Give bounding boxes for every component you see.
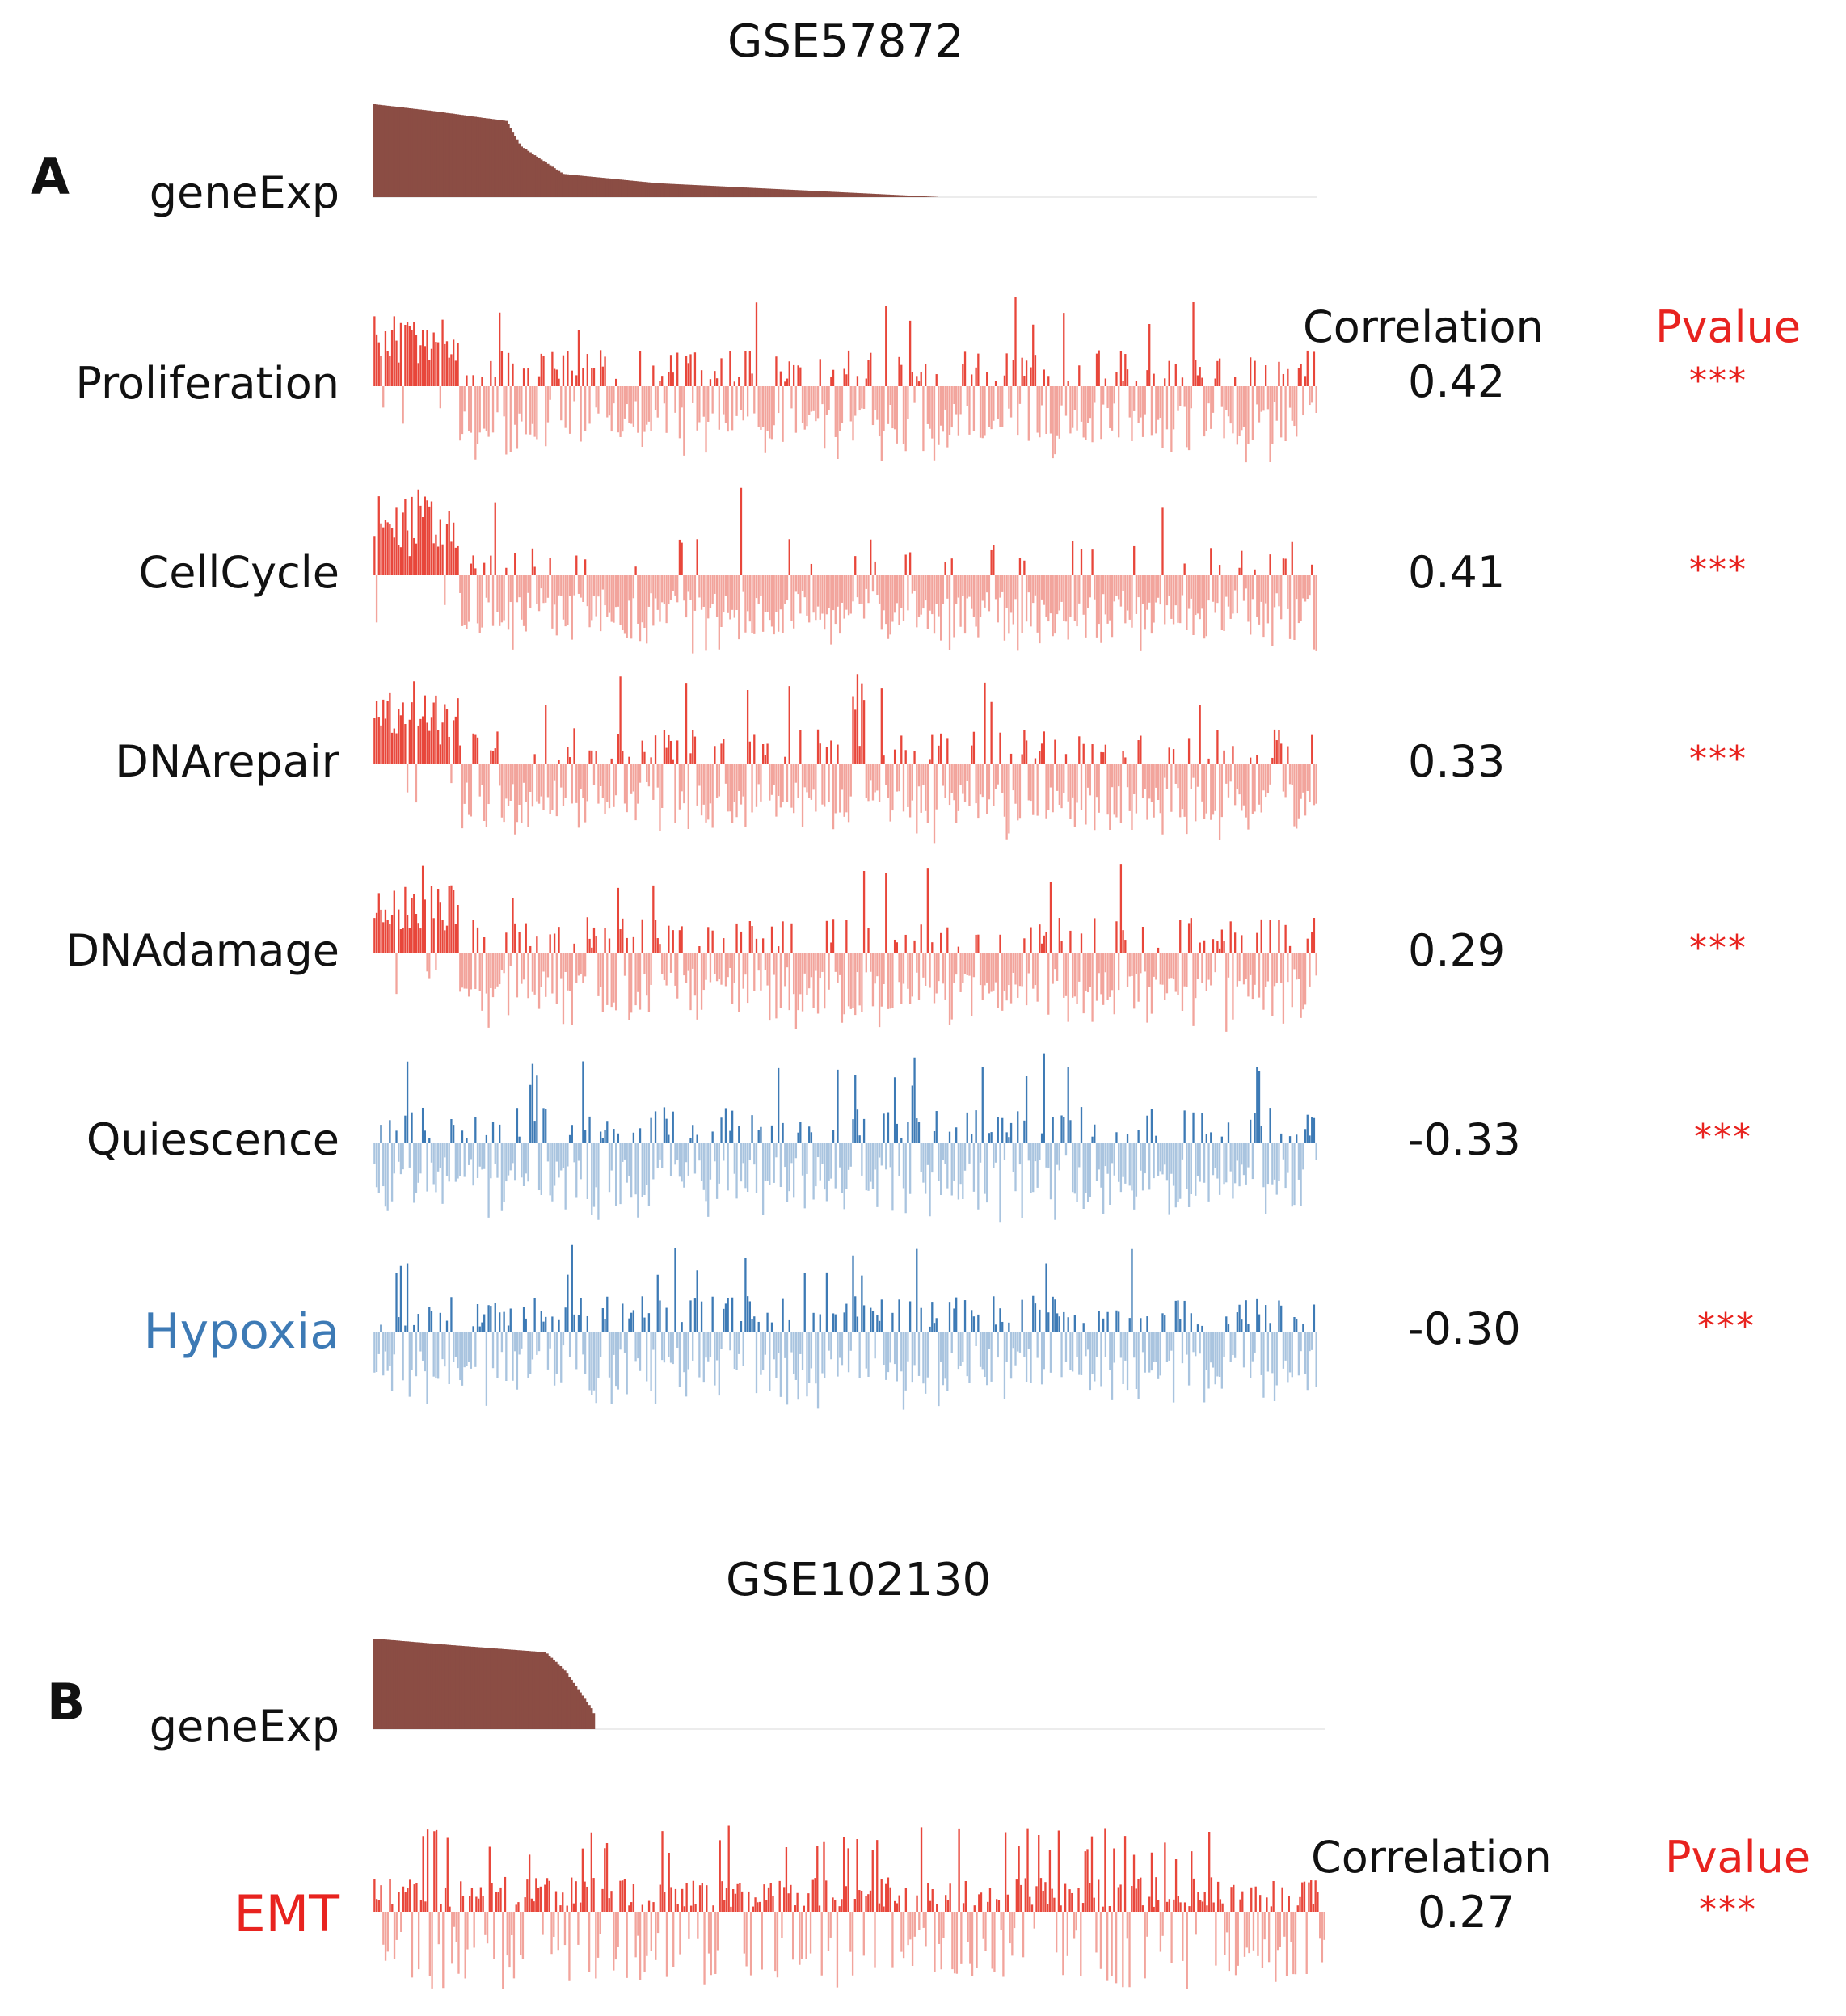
row-label-dnarepair: DNArepair: [115, 736, 339, 787]
correlation-emt: 0.27: [1418, 1887, 1515, 1938]
pvalue-stars-hypoxia: ***: [1697, 1306, 1755, 1347]
pvalue-stars-quiescence: ***: [1694, 1117, 1752, 1158]
panel-a-correlation-header: Correlation: [1303, 301, 1544, 352]
row-label-emt: EMT: [234, 1884, 339, 1943]
row-label-proliferation: Proliferation: [75, 358, 339, 409]
pvalue-stars-dnadamage: ***: [1689, 928, 1747, 969]
panel-b-title: GSE102130: [726, 1554, 992, 1606]
correlation-hypoxia: -0.30: [1408, 1303, 1521, 1354]
pvalue-stars-emt: ***: [1699, 1889, 1757, 1930]
row-label-dnadamage: DNAdamage: [65, 925, 339, 976]
panel-b-letter: B: [47, 1673, 86, 1732]
row-label-hypoxia: Hypoxia: [143, 1303, 339, 1360]
pvalue-stars-proliferation: ***: [1689, 360, 1747, 402]
correlation-dnarepair: 0.33: [1408, 736, 1506, 787]
panel-a-pvalue-header: Pvalue: [1655, 301, 1802, 352]
panel-b-geneexp-label: geneExp: [149, 1701, 339, 1752]
correlation-proliferation: 0.42: [1408, 356, 1506, 407]
correlation-dnadamage: 0.29: [1408, 925, 1506, 976]
correlation-cellcycle: 0.41: [1408, 547, 1506, 598]
panel-a-title: GSE57872: [727, 15, 964, 68]
pvalue-stars-cellcycle: ***: [1689, 549, 1747, 591]
pvalue-stars-dnarepair: ***: [1689, 739, 1747, 780]
correlation-quiescence: -0.33: [1408, 1114, 1521, 1165]
panel-a-letter: A: [31, 147, 70, 206]
panel-b-correlation-header: Correlation: [1311, 1832, 1552, 1883]
panel-a-geneexp-label: geneExp: [149, 167, 339, 218]
panel-b-pvalue-header: Pvalue: [1665, 1832, 1811, 1883]
row-label-quiescence: Quiescence: [86, 1114, 339, 1165]
row-label-cellcycle: CellCycle: [138, 547, 339, 598]
